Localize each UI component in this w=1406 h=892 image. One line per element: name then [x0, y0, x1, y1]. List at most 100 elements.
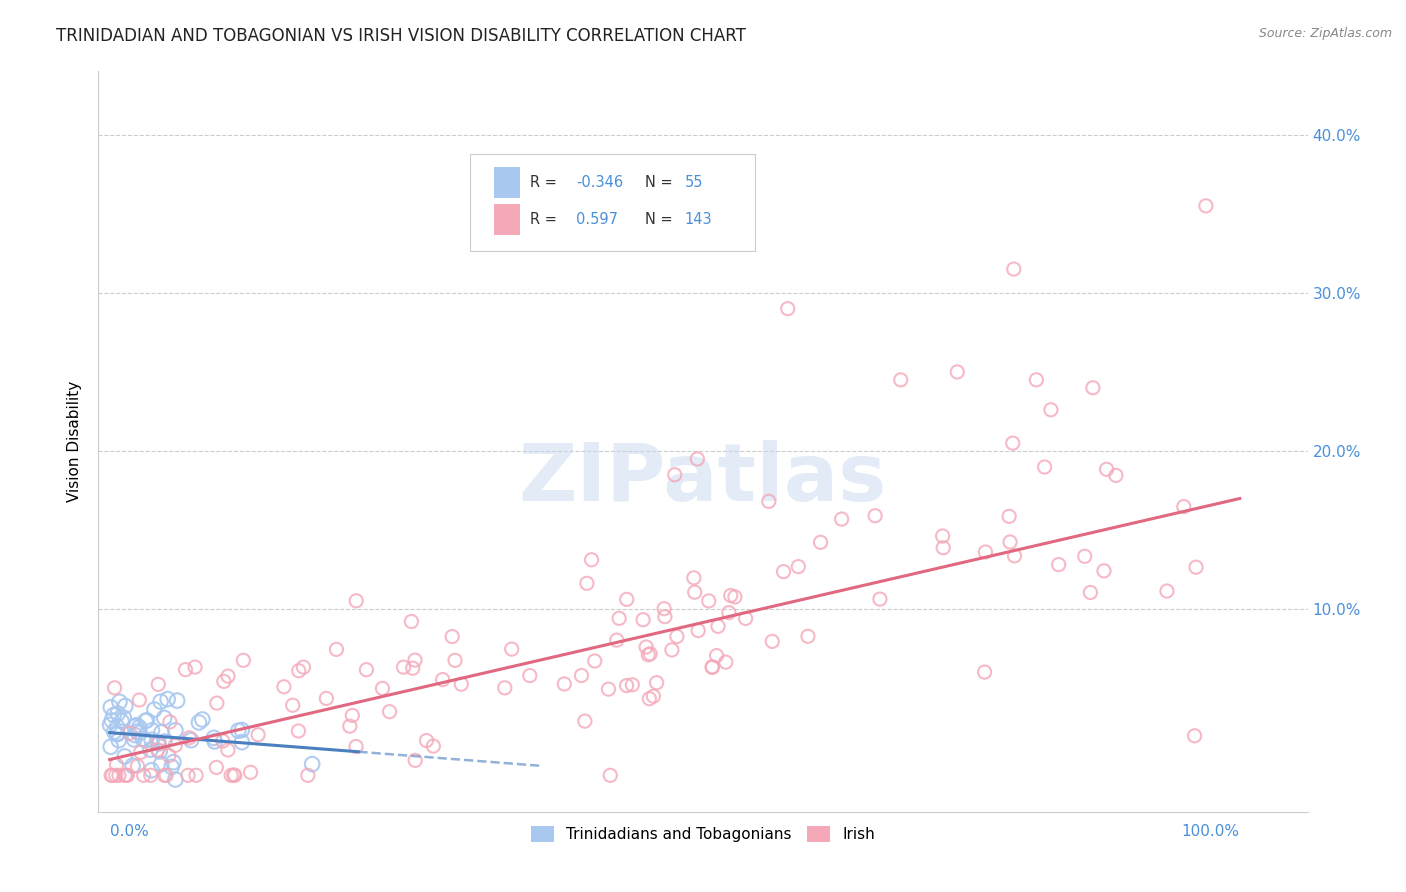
- FancyBboxPatch shape: [494, 204, 520, 235]
- Point: [232, 653, 254, 667]
- Point: [288, 664, 311, 678]
- Point: [204, 734, 226, 748]
- Point: [371, 681, 394, 696]
- Point: [717, 606, 740, 620]
- Point: [124, 728, 146, 742]
- FancyBboxPatch shape: [470, 154, 755, 252]
- Point: [166, 693, 188, 707]
- Point: [1001, 436, 1024, 450]
- Point: [141, 732, 163, 747]
- Point: [180, 733, 202, 747]
- Point: [165, 723, 187, 738]
- Point: [697, 594, 720, 608]
- Point: [100, 700, 122, 714]
- Point: [202, 731, 225, 745]
- Point: [1004, 549, 1026, 563]
- Point: [574, 714, 596, 728]
- Point: [761, 634, 783, 648]
- Point: [224, 768, 246, 782]
- Point: [665, 629, 688, 643]
- Point: [931, 529, 953, 543]
- Point: [153, 734, 176, 748]
- Point: [1002, 262, 1025, 277]
- Point: [342, 708, 364, 723]
- Point: [187, 715, 209, 730]
- Point: [157, 748, 180, 763]
- Point: [217, 743, 239, 757]
- Point: [616, 592, 638, 607]
- Point: [378, 705, 401, 719]
- Point: [127, 759, 149, 773]
- Point: [148, 736, 170, 750]
- Point: [212, 674, 235, 689]
- Point: [132, 732, 155, 747]
- Point: [683, 585, 706, 599]
- Point: [1095, 462, 1118, 476]
- Point: [621, 678, 644, 692]
- Point: [297, 768, 319, 782]
- Point: [973, 665, 995, 679]
- Point: [273, 680, 295, 694]
- Point: [117, 768, 139, 782]
- Point: [758, 494, 780, 508]
- Text: TRINIDADIAN AND TOBAGONIAN VS IRISH VISION DISABILITY CORRELATION CHART: TRINIDADIAN AND TOBAGONIAN VS IRISH VISI…: [56, 27, 747, 45]
- Point: [292, 660, 315, 674]
- Text: Source: ZipAtlas.com: Source: ZipAtlas.com: [1258, 27, 1392, 40]
- Point: [149, 695, 172, 709]
- Point: [1081, 381, 1104, 395]
- Point: [127, 724, 149, 739]
- Point: [606, 633, 628, 648]
- Point: [863, 508, 886, 523]
- Point: [301, 757, 323, 772]
- Point: [129, 745, 152, 759]
- Point: [1173, 500, 1195, 514]
- Point: [219, 768, 242, 782]
- Point: [519, 668, 541, 682]
- Point: [772, 565, 794, 579]
- Point: [787, 559, 810, 574]
- Point: [599, 768, 621, 782]
- Point: [571, 668, 593, 682]
- Point: [1047, 558, 1070, 572]
- Point: [143, 702, 166, 716]
- Y-axis label: Vision Disability: Vision Disability: [67, 381, 83, 502]
- Point: [315, 691, 337, 706]
- Point: [661, 643, 683, 657]
- Point: [344, 739, 367, 754]
- Point: [135, 733, 157, 747]
- Text: -0.346: -0.346: [576, 175, 623, 190]
- Point: [1039, 402, 1062, 417]
- Text: ZIPatlas: ZIPatlas: [519, 440, 887, 517]
- Point: [932, 541, 955, 555]
- Point: [724, 590, 747, 604]
- Point: [135, 714, 157, 728]
- Point: [179, 731, 201, 745]
- Text: 55: 55: [685, 175, 703, 190]
- Point: [404, 753, 426, 767]
- Point: [150, 757, 173, 772]
- Point: [121, 758, 143, 772]
- Point: [402, 661, 425, 675]
- Point: [108, 768, 131, 782]
- Point: [869, 592, 891, 607]
- Point: [575, 576, 598, 591]
- Point: [103, 708, 125, 723]
- Point: [598, 682, 620, 697]
- Point: [162, 755, 184, 769]
- Legend: Trinidadians and Tobagonians, Irish: Trinidadians and Tobagonians, Irish: [524, 821, 882, 848]
- Point: [177, 768, 200, 782]
- Point: [105, 757, 128, 772]
- Text: 143: 143: [685, 212, 713, 227]
- Text: R =: R =: [530, 175, 561, 190]
- Point: [998, 535, 1021, 549]
- Point: [583, 654, 606, 668]
- Point: [281, 698, 304, 713]
- Point: [1033, 460, 1056, 475]
- Point: [128, 726, 150, 740]
- Point: [101, 714, 124, 728]
- Point: [103, 724, 125, 739]
- Point: [1185, 560, 1208, 574]
- Point: [174, 663, 197, 677]
- Text: R =: R =: [530, 212, 567, 227]
- Point: [125, 718, 148, 732]
